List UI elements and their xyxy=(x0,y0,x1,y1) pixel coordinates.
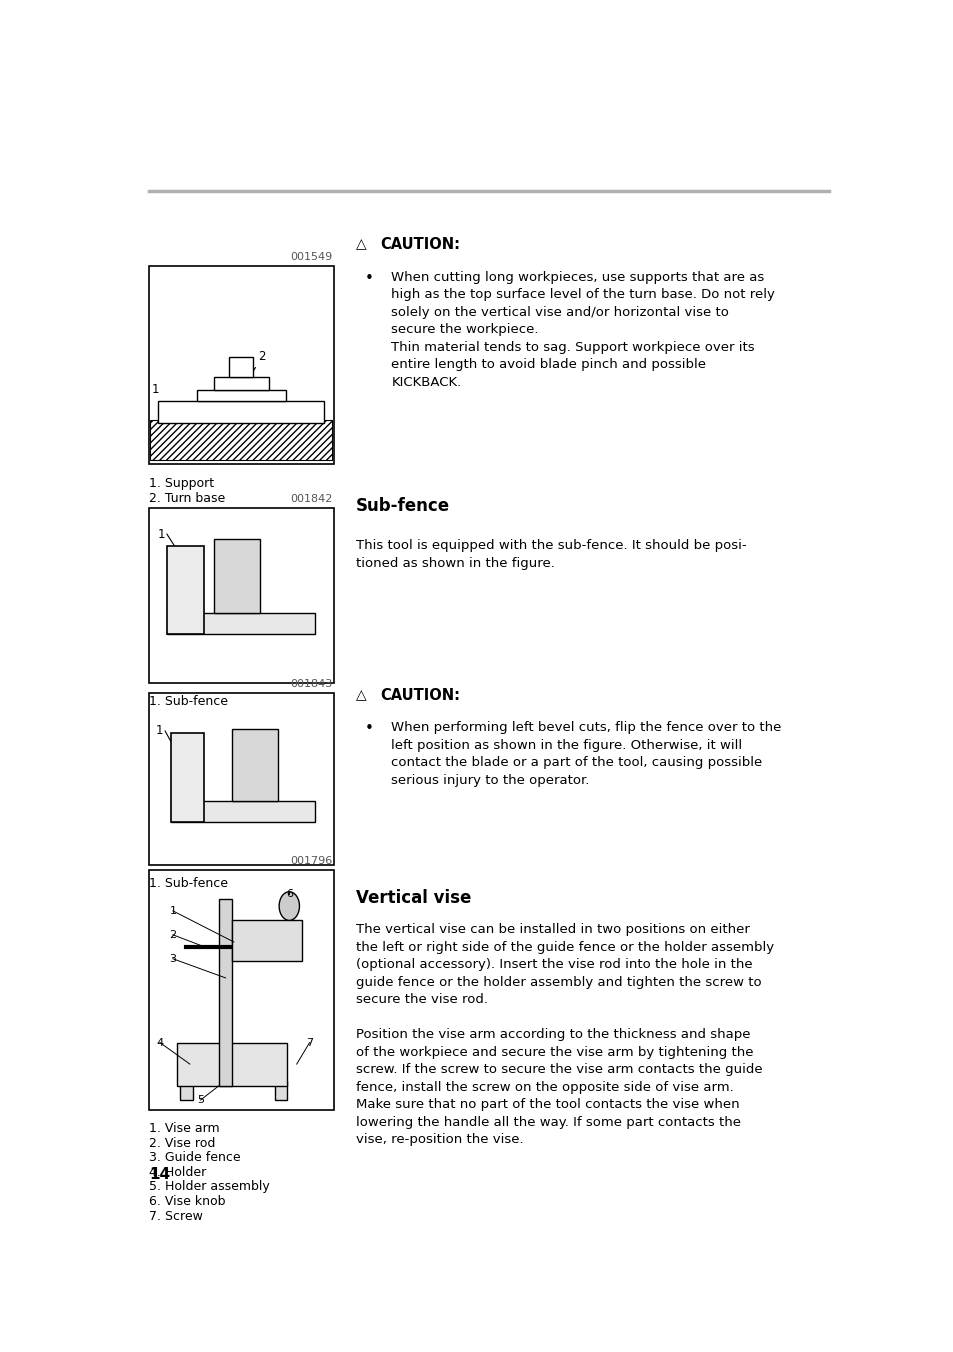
Text: 5: 5 xyxy=(197,1095,204,1105)
Bar xyxy=(274,1080,287,1101)
Bar xyxy=(171,733,204,822)
Bar xyxy=(149,266,334,464)
Text: CAUTION:: CAUTION: xyxy=(380,688,459,703)
Text: When performing left bevel cuts, flip the fence over to the
left position as sho: When performing left bevel cuts, flip th… xyxy=(391,721,781,787)
Text: 6: 6 xyxy=(286,890,293,899)
Text: 001842: 001842 xyxy=(290,493,332,504)
Text: Vertical vise: Vertical vise xyxy=(355,888,471,907)
Circle shape xyxy=(279,892,299,921)
Bar xyxy=(167,546,204,634)
Text: 1: 1 xyxy=(152,383,159,396)
Bar xyxy=(158,400,324,422)
Text: 6. Vise knob: 6. Vise knob xyxy=(149,1195,225,1207)
Bar xyxy=(232,921,302,961)
Text: 7: 7 xyxy=(306,1037,313,1048)
Text: 1: 1 xyxy=(156,725,164,737)
Text: 1: 1 xyxy=(170,906,176,915)
Bar xyxy=(171,802,314,822)
Bar xyxy=(149,508,334,683)
Text: 001549: 001549 xyxy=(290,253,332,262)
Text: 1. Sub-fence: 1. Sub-fence xyxy=(149,877,228,891)
Bar xyxy=(167,612,314,634)
Bar xyxy=(213,539,259,612)
Bar xyxy=(213,377,269,389)
Text: 1. Sub-fence: 1. Sub-fence xyxy=(149,695,228,708)
Bar xyxy=(219,899,232,1086)
Text: 1. Vise arm: 1. Vise arm xyxy=(149,1122,219,1136)
Text: When cutting long workpieces, use supports that are as
high as the top surface l: When cutting long workpieces, use suppor… xyxy=(391,270,775,388)
Text: 2. Turn base: 2. Turn base xyxy=(149,492,225,506)
Text: 7. Screw: 7. Screw xyxy=(149,1210,202,1222)
Bar xyxy=(176,1042,287,1086)
Bar xyxy=(149,871,334,1110)
Text: 001843: 001843 xyxy=(290,679,332,690)
Text: Sub-fence: Sub-fence xyxy=(355,498,450,515)
Bar xyxy=(151,420,332,460)
Bar xyxy=(229,357,253,377)
Text: 4: 4 xyxy=(156,1037,163,1048)
Text: 4. Holder: 4. Holder xyxy=(149,1165,206,1179)
Text: •: • xyxy=(364,721,374,737)
Text: CAUTION:: CAUTION: xyxy=(380,237,459,253)
Bar xyxy=(149,694,334,865)
Text: 5. Holder assembly: 5. Holder assembly xyxy=(149,1180,270,1194)
Text: 3: 3 xyxy=(170,953,176,964)
Bar xyxy=(196,389,285,400)
Bar xyxy=(232,729,278,802)
Text: 14: 14 xyxy=(149,1168,170,1183)
Text: •: • xyxy=(364,270,374,285)
Text: This tool is equipped with the sub-fence. It should be posi-
tioned as shown in : This tool is equipped with the sub-fence… xyxy=(355,539,745,569)
Text: 1. Support: 1. Support xyxy=(149,477,213,489)
Text: The vertical vise can be installed in two positions on either
the left or right : The vertical vise can be installed in tw… xyxy=(355,923,773,1146)
Text: 001796: 001796 xyxy=(290,856,332,867)
Bar xyxy=(180,1080,193,1101)
Text: 3. Guide fence: 3. Guide fence xyxy=(149,1152,240,1164)
Text: 1: 1 xyxy=(158,527,165,541)
Text: 2. Vise rod: 2. Vise rod xyxy=(149,1137,215,1149)
Text: 2: 2 xyxy=(258,350,266,364)
Text: 2: 2 xyxy=(169,930,176,940)
Text: △: △ xyxy=(355,237,366,251)
Text: △: △ xyxy=(355,688,366,702)
